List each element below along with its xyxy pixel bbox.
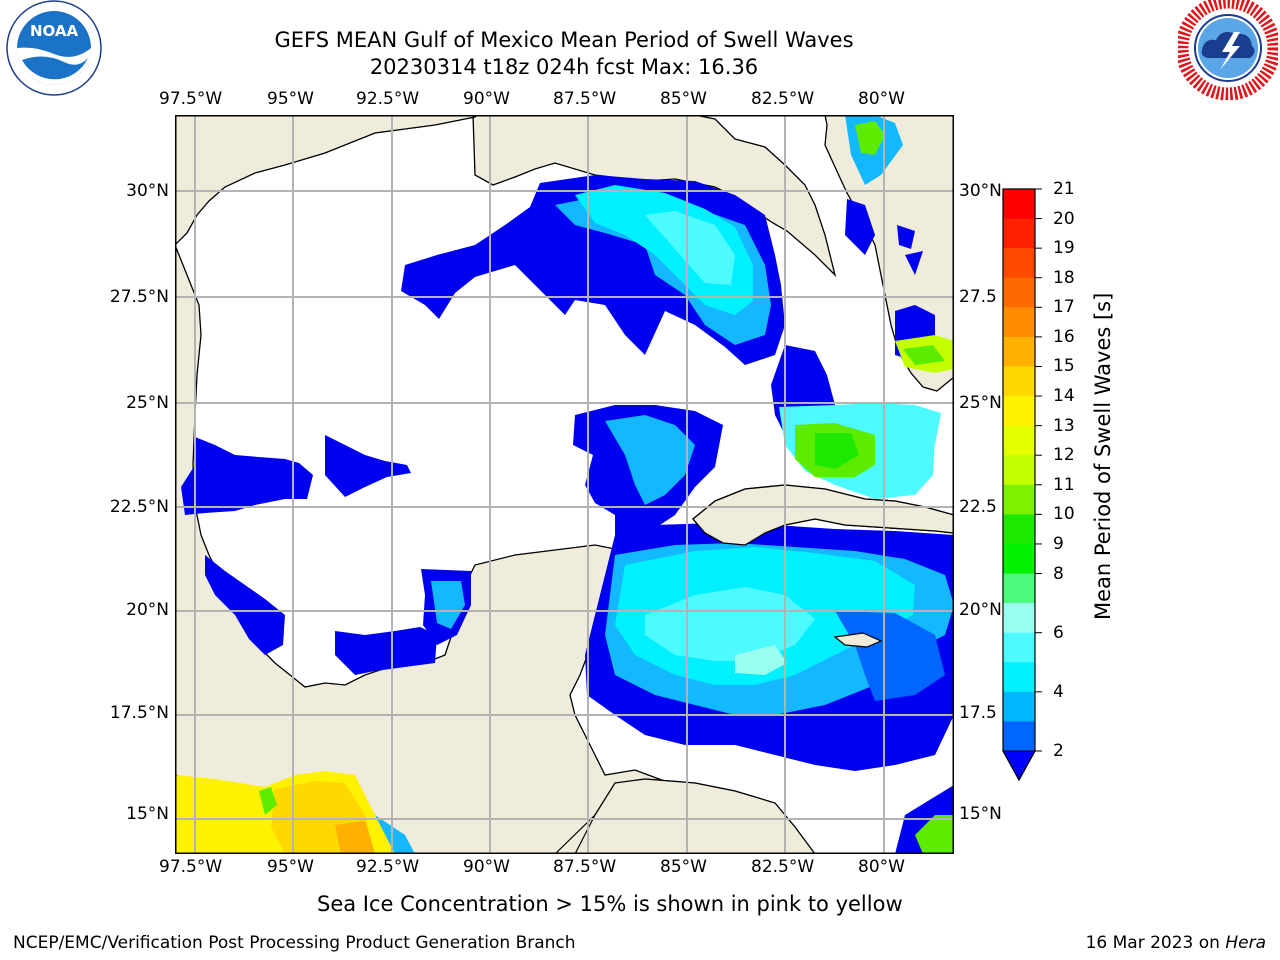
colorbar-tick-label: 11 xyxy=(1053,474,1075,495)
footer-credit: NCEP/EMC/Verification Post Processing Pr… xyxy=(13,933,576,953)
lon-tick-bottom: 87.5°W xyxy=(553,857,617,877)
lat-tick-left: 27.5°N xyxy=(109,287,169,307)
lat-tick-right: 17.5 xyxy=(959,703,997,723)
noaa-logo: NOAA xyxy=(4,0,104,100)
colorbar-segment xyxy=(1003,425,1035,456)
lon-tick-bottom: 85°W xyxy=(660,857,707,877)
lat-tick-right: 27.5 xyxy=(959,287,997,307)
lon-tick-bottom: 82.5°W xyxy=(751,857,815,877)
lon-tick-top: 82.5°W xyxy=(751,89,815,109)
colorbar-tick-label: 21 xyxy=(1053,179,1075,199)
colorbar-segment xyxy=(1003,543,1035,575)
colorbar-tick-label: 19 xyxy=(1053,238,1075,259)
lat-tick-left: 15°N xyxy=(126,804,169,824)
lon-tick-bottom: 80°W xyxy=(858,857,905,877)
lon-tick-top: 87.5°W xyxy=(553,89,617,109)
colorbar-segment xyxy=(1003,336,1035,367)
colorbar-tick-label: 17 xyxy=(1053,297,1075,318)
lat-tick-left: 17.5°N xyxy=(109,703,169,723)
colorbar-segment xyxy=(1003,573,1035,604)
colorbar-tick-label: 2 xyxy=(1053,741,1064,761)
colorbar-label: Mean Period of Swell Waves [s] xyxy=(1091,292,1115,620)
colorbar-tick-label: 4 xyxy=(1053,681,1064,702)
colorbar-segment xyxy=(1003,396,1035,427)
colorbar-segment xyxy=(1003,484,1035,515)
nws-logo xyxy=(1175,0,1280,101)
lon-tick-top: 90°W xyxy=(463,89,510,109)
gulf-of-mexico-map xyxy=(175,115,954,854)
colorbar-tick-label: 15 xyxy=(1053,356,1075,377)
colorbar-segment xyxy=(1003,189,1035,220)
lat-tick-right: 25°N xyxy=(959,393,1002,413)
colorbar-tick-label: 13 xyxy=(1053,415,1075,436)
land-us-coast xyxy=(175,115,837,278)
colorbar-segment xyxy=(1003,662,1035,693)
lon-tick-bottom: 90°W xyxy=(463,857,510,877)
colorbar-segment xyxy=(1003,307,1035,338)
lat-tick-left: 22.5°N xyxy=(109,497,169,517)
colorbar xyxy=(1002,188,1042,782)
footer-date: 16 Mar 2023 on Hera xyxy=(1086,933,1266,953)
colorbar-tick-label: 9 xyxy=(1053,533,1064,554)
colorbar-segment xyxy=(1003,691,1035,722)
colorbar-tick-label: 10 xyxy=(1053,504,1075,525)
colorbar-segment xyxy=(1003,277,1035,308)
footer-host: Hera xyxy=(1225,933,1266,953)
map-gridlines xyxy=(175,115,954,854)
sea-ice-note: Sea Ice Concentration > 15% is shown in … xyxy=(317,892,903,916)
map-title: GEFS MEAN Gulf of Mexico Mean Period of … xyxy=(274,28,854,52)
lat-tick-right: 20°N xyxy=(959,600,1002,620)
colorbar-segment xyxy=(1003,514,1035,545)
lat-tick-right: 22.5 xyxy=(959,497,997,517)
colorbar-tick-label: 18 xyxy=(1053,267,1075,288)
colorbar-segment xyxy=(1003,455,1035,486)
colorbar-segment xyxy=(1003,632,1035,663)
lon-tick-top: 97.5°W xyxy=(159,89,223,109)
colorbar-segment xyxy=(1003,366,1035,397)
colorbar-segment xyxy=(1003,218,1035,249)
colorbar-tick-label: 8 xyxy=(1053,563,1064,584)
colorbar-segment xyxy=(1003,721,1035,752)
colorbar-segment xyxy=(1003,603,1035,634)
lat-tick-left: 30°N xyxy=(126,181,169,201)
lat-tick-left: 25°N xyxy=(126,393,169,413)
footer-date-text: 16 Mar 2023 on xyxy=(1085,933,1226,953)
swell-period-shading xyxy=(175,115,954,854)
colorbar-segment xyxy=(1003,248,1035,279)
lon-tick-top: 85°W xyxy=(660,89,707,109)
lon-tick-bottom: 97.5°W xyxy=(159,857,223,877)
lon-tick-top: 92.5°W xyxy=(356,89,420,109)
lat-tick-right: 15°N xyxy=(959,804,1002,824)
lat-tick-left: 20°N xyxy=(126,600,169,620)
colorbar-tick-label: 16 xyxy=(1053,326,1075,347)
lon-tick-top: 80°W xyxy=(858,89,905,109)
lon-tick-bottom: 95°W xyxy=(267,857,314,877)
lon-tick-bottom: 92.5°W xyxy=(356,857,420,877)
lat-tick-right: 30°N xyxy=(959,181,1002,201)
map-subtitle: 20230314 t18z 024h fcst Max: 16.36 xyxy=(369,55,759,79)
colorbar-tick-label: 14 xyxy=(1053,386,1075,407)
colorbar-tick-label: 6 xyxy=(1053,622,1064,643)
noaa-logo-text: NOAA xyxy=(30,22,79,40)
colorbar-tick-label: 20 xyxy=(1053,208,1075,229)
colorbar-tick-label: 12 xyxy=(1053,445,1075,466)
lon-tick-top: 95°W xyxy=(267,89,314,109)
